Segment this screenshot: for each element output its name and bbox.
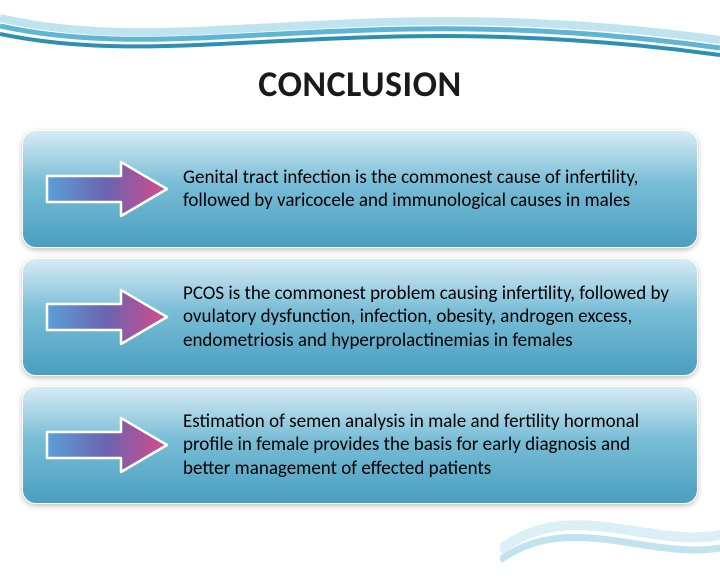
conclusion-text-2: PCOS is the commonest problem causing in… — [177, 282, 679, 352]
arrow-icon — [37, 259, 177, 375]
conclusion-panels: Genital tract infection is the commonest… — [22, 130, 698, 504]
decorative-wave-top — [0, 0, 720, 70]
conclusion-text-3: Estimation of semen analysis in male and… — [177, 410, 679, 480]
conclusion-panel-1: Genital tract infection is the commonest… — [22, 130, 698, 248]
arrow-icon — [37, 131, 177, 247]
slide-title: CONCLUSION — [0, 62, 720, 106]
conclusion-panel-3: Estimation of semen analysis in male and… — [22, 386, 698, 504]
arrow-icon — [37, 387, 177, 503]
conclusion-panel-2: PCOS is the commonest problem causing in… — [22, 258, 698, 376]
conclusion-text-1: Genital tract infection is the commonest… — [177, 166, 679, 212]
